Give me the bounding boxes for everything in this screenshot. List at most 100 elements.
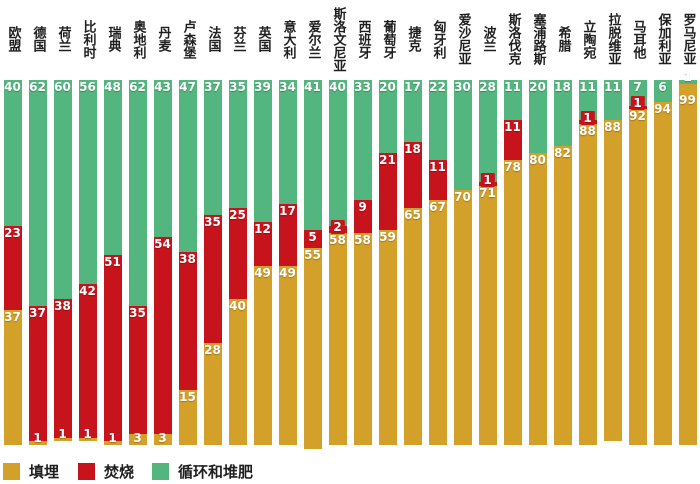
stacked-bar: 20 21 59 — [378, 80, 397, 445]
segment-recycling-composting — [103, 80, 122, 256]
segment-value: 11 — [579, 80, 596, 94]
segment-landfill — [603, 120, 622, 442]
segment-value: 35 — [229, 80, 246, 94]
segment-value: 40 — [4, 80, 21, 94]
bar-column: 德国 62 37 1 — [25, 0, 50, 445]
segment-landfill — [3, 309, 22, 445]
segment-value: 34 — [279, 80, 296, 94]
bar-column: 奥地利 62 35 3 — [125, 0, 150, 445]
segment-value: 12 — [254, 222, 271, 237]
stacked-bar: 18 82 — [553, 80, 572, 445]
legend-item-recycling-composting: 循环和堆肥 — [152, 461, 253, 482]
stacked-bar: 20 80 — [528, 80, 547, 445]
country-label: 波兰 — [480, 26, 496, 52]
bar-column: 意大利 34 17 49 — [275, 0, 300, 445]
country-label: 意大利 — [280, 19, 296, 59]
segment-landfill — [203, 342, 222, 445]
legend-label-recycling-composting: 循环和堆肥 — [178, 463, 254, 481]
segment-recycling-composting — [278, 80, 297, 205]
segment-value: 55 — [304, 247, 321, 262]
country-label: 爱沙尼亚 — [455, 13, 471, 65]
segment-value: 60 — [54, 80, 71, 94]
bar-column: 西班牙 33 9 58 — [350, 0, 375, 445]
segment-value: 7 — [633, 80, 642, 94]
segment-value: 78 — [504, 160, 521, 175]
stacked-bar: 43 54 3 — [153, 80, 172, 445]
segment-value: 38 — [179, 251, 196, 266]
segment-recycling-composting — [428, 80, 447, 161]
segment-value: 15 — [179, 390, 196, 405]
country-label: 丹麦 — [155, 26, 171, 52]
segment-value: 82 — [554, 145, 571, 160]
segment-incineration — [403, 142, 422, 208]
country-label: 塞浦路斯 — [530, 13, 546, 65]
segment-value: 25 — [229, 207, 246, 222]
segment-value: 58 — [329, 233, 346, 248]
country-label: 马耳他 — [630, 19, 646, 59]
segment-landfill — [328, 233, 347, 445]
segment-recycling-composting — [178, 80, 197, 252]
legend-label-landfill: 填埋 — [29, 463, 60, 481]
segment-value: 6 — [658, 80, 667, 94]
stacked-bar: 30 70 — [453, 80, 472, 445]
segment-value: 18 — [554, 80, 571, 94]
landfill-color-swatch — [3, 463, 20, 480]
segment-value: 1 — [33, 431, 42, 445]
bar-column: 罗马尼亚 1 99 — [675, 0, 700, 445]
segment-landfill — [403, 207, 422, 445]
country-label: 德国 — [30, 26, 46, 52]
bar-column: 立陶宛 11 1 88 — [575, 0, 600, 445]
stacked-bar: 34 17 49 — [278, 80, 297, 445]
country-label: 罗马尼亚 — [680, 13, 696, 65]
segment-value: 80 — [529, 153, 546, 167]
stacked-bar: 28 1 71 — [478, 80, 497, 445]
chart-plot-area: 欧盟 40 23 37 德国 62 37 1 荷兰 60 38 1 比利时 56 42 1 瑞典 48 51 1 奥地利… — [3, 0, 700, 449]
segment-recycling-composting — [478, 80, 497, 183]
segment-landfill — [128, 434, 147, 445]
recycling-composting-color-swatch — [152, 463, 169, 480]
segment-landfill — [553, 145, 572, 445]
legend-item-landfill: 填埋 — [3, 461, 59, 482]
segment-value: 22 — [429, 80, 446, 94]
bar-column: 比利时 56 42 1 — [75, 0, 100, 445]
segment-value: 37 — [29, 306, 46, 321]
country-label: 斯洛伐克 — [505, 13, 521, 65]
country-label: 芬兰 — [230, 26, 246, 52]
incineration-color-swatch — [78, 463, 95, 480]
stacked-bar: 40 23 37 — [3, 80, 22, 445]
segment-incineration — [378, 153, 397, 230]
chart-legend: 填埋 焚烧 循环和堆肥 — [0, 461, 700, 481]
segment-value: 56 — [79, 80, 96, 94]
segment-landfill — [228, 299, 247, 445]
bar-column: 卢森堡 47 38 15 — [175, 0, 200, 445]
segment-value: 42 — [79, 284, 96, 299]
segment-value: 40 — [329, 80, 346, 94]
segment-landfill — [78, 437, 97, 442]
stacked-bar: 11 11 78 — [503, 80, 522, 445]
segment-recycling-composting — [528, 80, 547, 153]
segment-incineration — [78, 284, 97, 438]
segment-value: 3 — [158, 431, 167, 445]
segment-incineration — [303, 229, 322, 248]
segment-incineration — [28, 306, 47, 442]
segment-recycling-composting — [3, 80, 22, 226]
bar-column: 塞浦路斯 20 80 — [525, 0, 550, 445]
bar-column: 葡萄牙 20 21 59 — [375, 0, 400, 445]
segment-value: 48 — [104, 80, 121, 94]
bar-column: 匈牙利 22 11 67 — [425, 0, 450, 445]
segment-incineration — [153, 236, 172, 435]
segment-recycling-composting — [128, 80, 147, 307]
stacked-bar: 1 99 — [678, 71, 697, 445]
segment-incineration — [428, 160, 447, 201]
segment-value: 58 — [354, 233, 371, 248]
segment-recycling-composting — [553, 80, 572, 146]
segment-landfill — [53, 437, 72, 442]
segment-recycling-composting — [203, 80, 222, 216]
segment-incineration — [503, 120, 522, 161]
segment-landfill — [678, 83, 697, 445]
bar-column: 拉脱维亚 11 88 — [600, 0, 625, 445]
segment-landfill — [503, 160, 522, 445]
segment-value: 49 — [254, 266, 271, 281]
segment-value: 70 — [454, 189, 471, 204]
